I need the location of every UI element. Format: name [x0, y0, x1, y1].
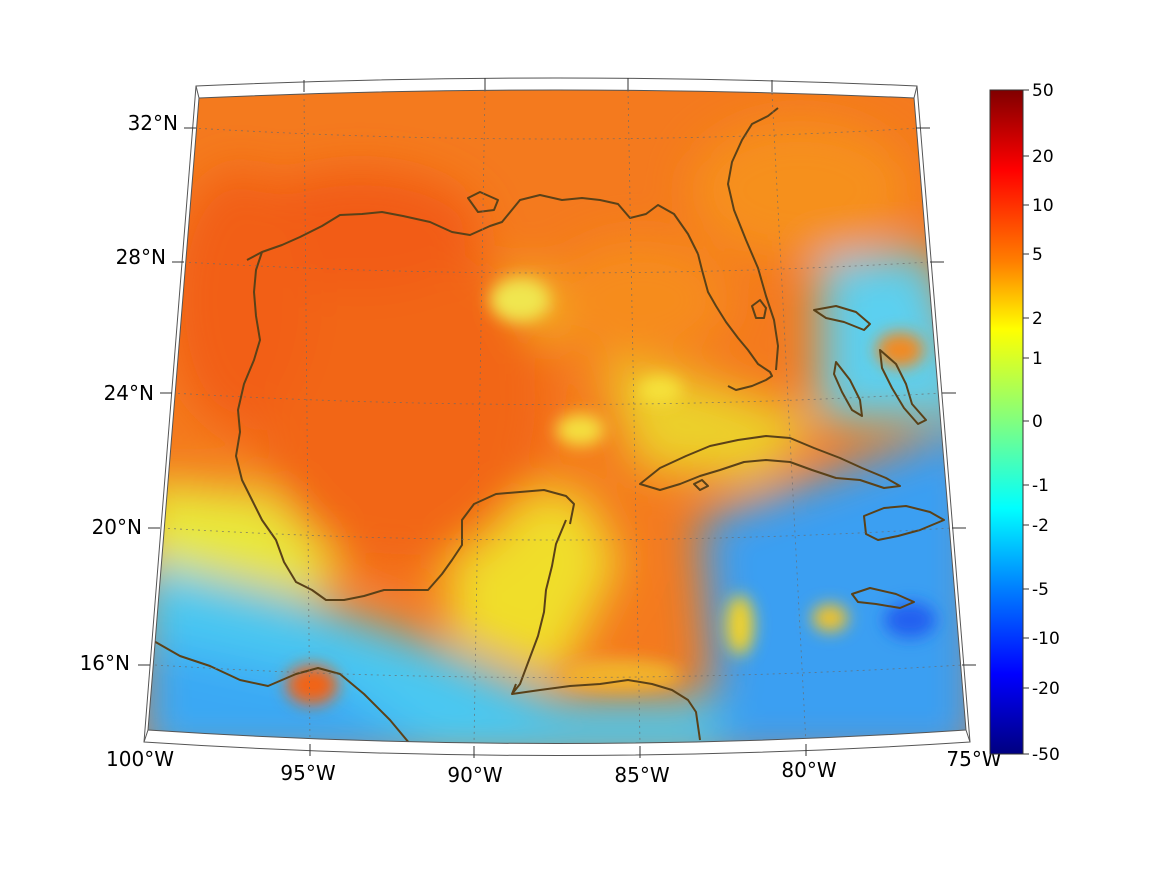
yucatan-east-coast	[511, 519, 567, 695]
data-field	[148, 90, 966, 744]
colorbar-label: -10	[1032, 629, 1060, 649]
coastlines	[151, 107, 945, 744]
colorbar: 50 20 10 5 2 1 0 -1 -2 -5 -10 -20 -50	[989, 81, 1060, 765]
colorbar-label: -2	[1032, 516, 1049, 536]
bahamas-east	[879, 349, 927, 425]
lat-label: 32°N	[128, 111, 178, 135]
lat-label: 28°N	[116, 245, 166, 269]
colorbar-label: -20	[1032, 679, 1060, 699]
jamaica	[851, 587, 915, 609]
lon-label: 90°W	[447, 763, 502, 787]
colorbar-label: -50	[1032, 745, 1060, 765]
colorbar-label: 20	[1032, 147, 1054, 167]
lat-labels: 32°N 28°N 24°N 20°N 16°N	[80, 111, 178, 675]
cuba	[639, 435, 901, 491]
lon-label: 95°W	[280, 761, 335, 785]
bahamas-north	[813, 305, 871, 331]
map-ticks	[138, 78, 976, 758]
map-frame	[143, 77, 971, 756]
central-america-caribbean	[511, 679, 701, 741]
florida-east-coast	[727, 107, 779, 371]
lon-label: 80°W	[781, 758, 836, 782]
lake-okeechobee	[751, 299, 767, 319]
mexico-gulf-coast	[235, 251, 575, 601]
pacific-coast	[151, 639, 411, 744]
lon-label: 85°W	[614, 763, 669, 787]
lon-label: 100°W	[106, 747, 174, 771]
colorbar-label: -1	[1032, 476, 1049, 496]
graticule	[154, 90, 963, 744]
hispaniola	[863, 505, 945, 541]
colorbar-label: 10	[1032, 196, 1054, 216]
lat-label: 16°N	[80, 651, 130, 675]
louisiana-islands	[467, 191, 499, 213]
colorbar-gradient	[989, 89, 1024, 755]
lat-label: 24°N	[104, 381, 154, 405]
lon-labels: 100°W 95°W 90°W 85°W 80°W 75°W	[106, 747, 1002, 787]
colorbar-label: 2	[1032, 309, 1043, 329]
colorbar-label: 50	[1032, 81, 1054, 101]
gulf-coast-north	[246, 194, 699, 261]
colorbar-label: -5	[1032, 580, 1049, 600]
colorbar-label: 0	[1032, 412, 1043, 432]
colorbar-label: 5	[1032, 245, 1043, 265]
florida-west-coast	[697, 253, 773, 391]
colorbar-label: 1	[1032, 349, 1043, 369]
isle-of-youth	[693, 479, 709, 491]
andros-island	[833, 361, 863, 417]
lat-label: 20°N	[92, 515, 142, 539]
